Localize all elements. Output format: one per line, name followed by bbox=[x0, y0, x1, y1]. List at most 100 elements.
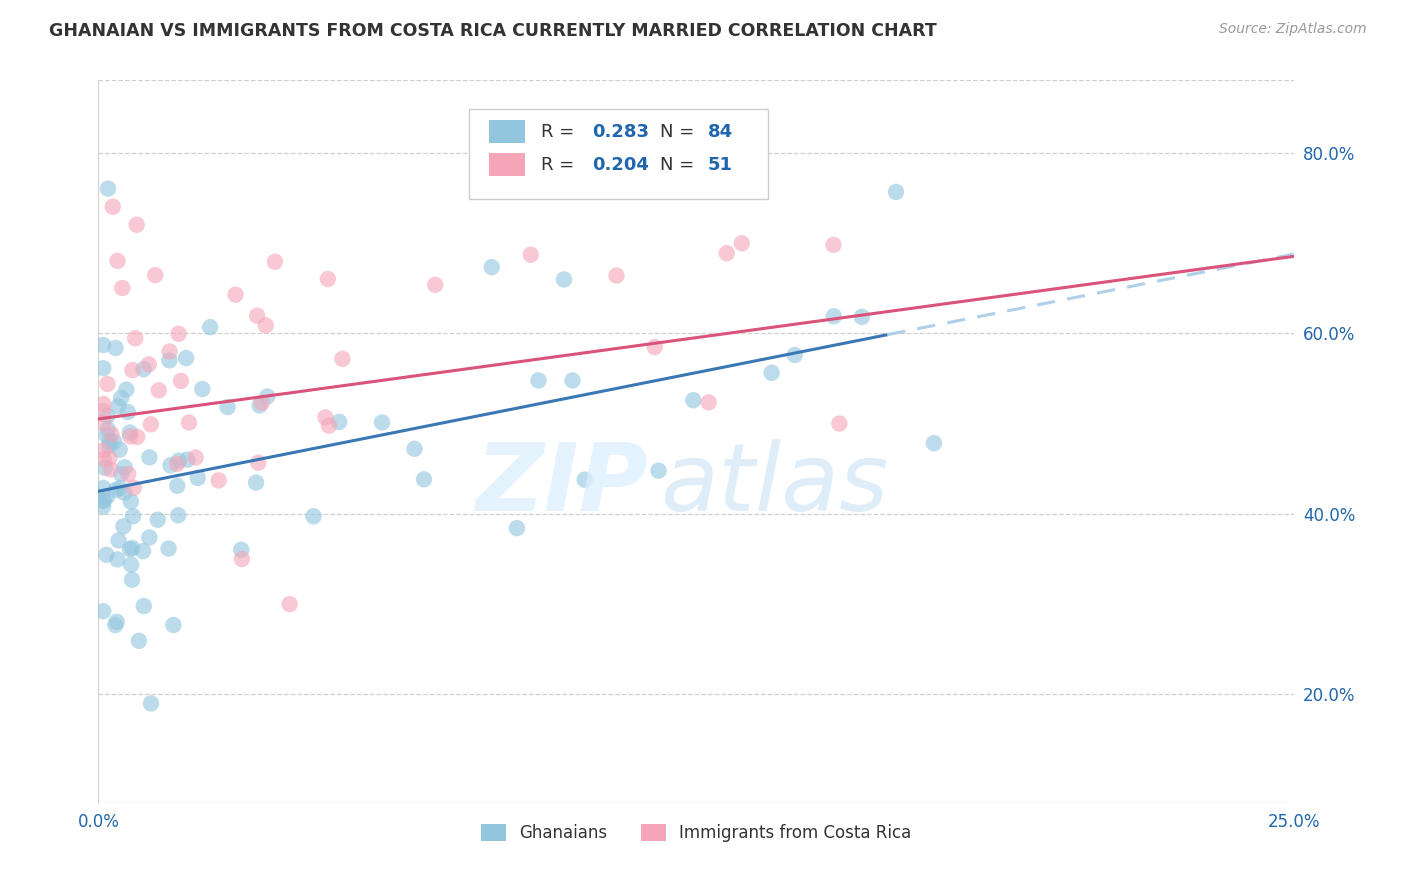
Point bbox=[828, 417, 851, 431]
Point bbox=[91, 338, 114, 352]
Point bbox=[318, 418, 340, 433]
Point bbox=[122, 509, 145, 524]
Legend: Ghanaians, Immigrants from Costa Rica: Ghanaians, Immigrants from Costa Rica bbox=[474, 817, 918, 848]
Point bbox=[111, 281, 134, 295]
Point bbox=[823, 238, 845, 252]
Point bbox=[117, 405, 139, 419]
Point bbox=[132, 544, 155, 558]
Point bbox=[922, 436, 945, 450]
Point bbox=[132, 599, 155, 613]
Point bbox=[191, 382, 214, 396]
Point bbox=[553, 272, 575, 286]
Point bbox=[104, 341, 127, 355]
Point bbox=[121, 541, 143, 555]
Point bbox=[91, 361, 114, 376]
Point bbox=[162, 618, 184, 632]
Point bbox=[105, 552, 128, 566]
Point bbox=[217, 400, 239, 414]
Point bbox=[166, 457, 188, 471]
Point bbox=[108, 442, 131, 457]
Point bbox=[644, 340, 666, 354]
Point bbox=[371, 416, 394, 430]
Point bbox=[112, 485, 135, 500]
Text: atlas: atlas bbox=[661, 440, 889, 531]
Point bbox=[122, 481, 145, 495]
Point bbox=[574, 473, 596, 487]
Point bbox=[731, 236, 754, 251]
Point bbox=[93, 397, 115, 411]
Point bbox=[170, 374, 193, 388]
Point bbox=[225, 287, 247, 301]
Point bbox=[104, 483, 127, 497]
Point bbox=[96, 428, 118, 442]
Point bbox=[176, 452, 198, 467]
Point bbox=[139, 697, 162, 711]
Point bbox=[231, 552, 253, 566]
Point bbox=[96, 548, 118, 562]
Point bbox=[138, 358, 160, 372]
Point bbox=[404, 442, 426, 456]
Point bbox=[114, 460, 136, 475]
Point bbox=[107, 253, 129, 268]
Point bbox=[208, 474, 231, 488]
Point bbox=[177, 416, 200, 430]
Point bbox=[527, 373, 550, 387]
Point bbox=[884, 185, 907, 199]
Point bbox=[519, 248, 541, 262]
Point bbox=[107, 533, 129, 548]
Text: 51: 51 bbox=[709, 156, 733, 174]
Point bbox=[697, 395, 720, 409]
Point bbox=[91, 500, 114, 514]
Point bbox=[120, 558, 142, 572]
FancyBboxPatch shape bbox=[470, 109, 768, 200]
Point bbox=[115, 383, 138, 397]
Point bbox=[157, 541, 180, 556]
Point bbox=[128, 633, 150, 648]
Point bbox=[91, 481, 114, 495]
Point bbox=[93, 493, 115, 508]
Point bbox=[198, 320, 221, 334]
Point bbox=[120, 494, 142, 508]
Point bbox=[105, 615, 128, 629]
Point bbox=[100, 427, 122, 442]
Point bbox=[96, 409, 118, 423]
Point bbox=[91, 493, 114, 508]
Point bbox=[246, 309, 269, 323]
Point bbox=[112, 519, 135, 533]
Text: Source: ZipAtlas.com: Source: ZipAtlas.com bbox=[1219, 22, 1367, 37]
Point bbox=[138, 450, 160, 465]
Point bbox=[98, 439, 121, 453]
Point bbox=[851, 310, 873, 324]
Point bbox=[481, 260, 503, 275]
Point bbox=[166, 479, 188, 493]
Point bbox=[605, 268, 627, 283]
Point bbox=[93, 452, 115, 467]
Text: 84: 84 bbox=[709, 122, 733, 141]
Point bbox=[139, 417, 162, 432]
Point bbox=[716, 246, 738, 260]
Point bbox=[117, 467, 139, 481]
Point bbox=[120, 429, 142, 443]
Point bbox=[91, 604, 114, 618]
Point bbox=[118, 425, 141, 440]
Point bbox=[506, 521, 529, 535]
Point bbox=[97, 181, 120, 195]
Point bbox=[125, 218, 148, 232]
Point bbox=[332, 351, 354, 366]
Point bbox=[91, 416, 114, 430]
Text: 0.283: 0.283 bbox=[592, 122, 650, 141]
Point bbox=[823, 310, 845, 324]
Point bbox=[245, 475, 267, 490]
Text: N =: N = bbox=[661, 122, 700, 141]
Point bbox=[103, 434, 125, 449]
Point bbox=[118, 542, 141, 557]
Text: N =: N = bbox=[661, 156, 700, 174]
Point bbox=[413, 472, 436, 486]
Point bbox=[184, 450, 207, 465]
Point bbox=[104, 618, 127, 632]
Point bbox=[314, 410, 336, 425]
Point bbox=[91, 443, 114, 458]
Point bbox=[761, 366, 783, 380]
Point bbox=[264, 254, 287, 268]
Text: R =: R = bbox=[541, 156, 579, 174]
